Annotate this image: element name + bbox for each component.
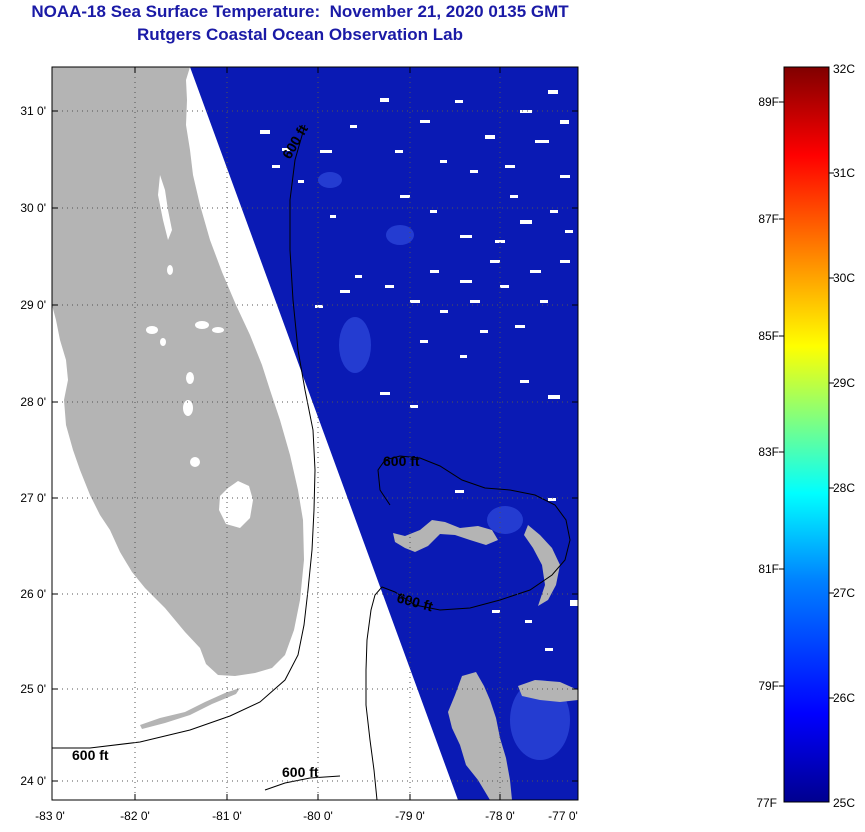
lat-label: 28 0' — [20, 395, 46, 409]
lon-label: -79 0' — [395, 809, 425, 823]
colorbar-f-label: 89F — [758, 95, 779, 109]
temperature-colorbar: 32C 31C 30C 29C 28C 27C 26C 25C 89F 87F … — [756, 62, 855, 810]
lat-label: 31 0' — [20, 104, 46, 118]
eleuthera — [518, 680, 578, 702]
lon-label: -81 0' — [212, 809, 242, 823]
colorbar-f-label: 83F — [758, 445, 779, 459]
lat-label: 24 0' — [20, 774, 46, 788]
lat-label: 27 0' — [20, 491, 46, 505]
lat-label: 29 0' — [20, 298, 46, 312]
contour-label: 600 ft — [282, 764, 319, 780]
colorbar-c-label: 31C — [833, 166, 855, 180]
contour-label: 600 ft — [72, 747, 109, 763]
lon-label: -77 0' — [548, 809, 578, 823]
abaco — [524, 525, 560, 606]
lat-label: 26 0' — [20, 587, 46, 601]
lon-label: -83 0' — [35, 809, 65, 823]
graticule — [52, 67, 578, 800]
andros — [448, 672, 512, 800]
ocean-sst-swath — [190, 67, 578, 800]
map-frame — [51, 66, 579, 801]
colorbar-f-label: 77F — [756, 796, 777, 810]
colorbar-c-label: 30C — [833, 271, 855, 285]
lat-label: 30 0' — [20, 201, 46, 215]
colorbar-c-label: 32C — [833, 62, 855, 76]
cloud-patches — [260, 90, 578, 651]
map-subtitle: Rutgers Coastal Ocean Observation Lab — [137, 25, 463, 44]
florida-keys — [140, 688, 240, 729]
map-title: NOAA-18 Sea Surface Temperature: Novembe… — [31, 2, 569, 21]
lon-label: -78 0' — [485, 809, 515, 823]
lon-label: -80 0' — [303, 809, 333, 823]
colorbar-c-label: 27C — [833, 586, 855, 600]
map-area — [52, 67, 578, 800]
colorbar-c-label: 26C — [833, 691, 855, 705]
colorbar-c-label: 28C — [833, 481, 855, 495]
axis-ticks — [52, 67, 578, 800]
colorbar-f-label: 87F — [758, 212, 779, 226]
colorbar-c-label: 25C — [833, 796, 855, 810]
lon-label: -82 0' — [120, 809, 150, 823]
colorbar-f-label: 81F — [758, 562, 779, 576]
contour-label: 600 ft — [383, 453, 420, 469]
grand-bahama — [393, 520, 498, 552]
colorbar-gradient — [783, 66, 830, 803]
lat-label: 25 0' — [20, 682, 46, 696]
colorbar-f-label: 79F — [758, 679, 779, 693]
colorbar-c-label: 29C — [833, 376, 855, 390]
colorbar-f-label: 85F — [758, 329, 779, 343]
inland-lakes — [146, 175, 224, 467]
